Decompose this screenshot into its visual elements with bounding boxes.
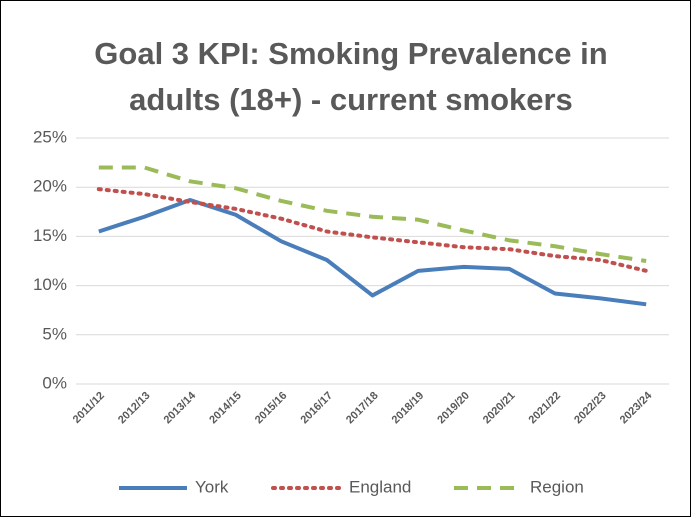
legend-label: Region	[530, 477, 584, 496]
x-tick-label: 2022/23	[572, 390, 609, 427]
x-tick-label: 2013/14	[162, 389, 199, 426]
legend-label: England	[349, 477, 411, 496]
x-tick-label: 2014/15	[207, 390, 244, 427]
x-tick-label: 2015/16	[253, 390, 290, 427]
x-tick-label: 2016/17	[298, 390, 335, 427]
x-tick-label: 2012/13	[116, 390, 153, 427]
y-tick-label: 25%	[33, 127, 67, 146]
series-line	[96, 187, 649, 273]
x-tick-label: 2020/21	[481, 390, 518, 427]
series-line	[98, 197, 647, 307]
x-tick-label: 2018/19	[390, 390, 427, 427]
series-line	[98, 165, 647, 263]
x-tick-label: 2017/18	[344, 390, 381, 427]
chart-title: Goal 3 KPI: Smoking Prevalence in adults…	[94, 36, 608, 117]
y-tick-label: 0%	[42, 373, 67, 392]
y-tick-label: 10%	[33, 275, 67, 294]
x-tick-label: 2011/12	[71, 390, 107, 426]
y-tick-label: 20%	[33, 177, 67, 196]
x-tick-label: 2021/22	[527, 390, 564, 427]
x-tick-label: 2019/20	[435, 390, 472, 427]
y-tick-label: 15%	[33, 226, 67, 245]
x-tick-label: 2023/24	[618, 389, 655, 426]
legend-label: York	[195, 477, 229, 496]
y-tick-label: 5%	[42, 324, 67, 343]
